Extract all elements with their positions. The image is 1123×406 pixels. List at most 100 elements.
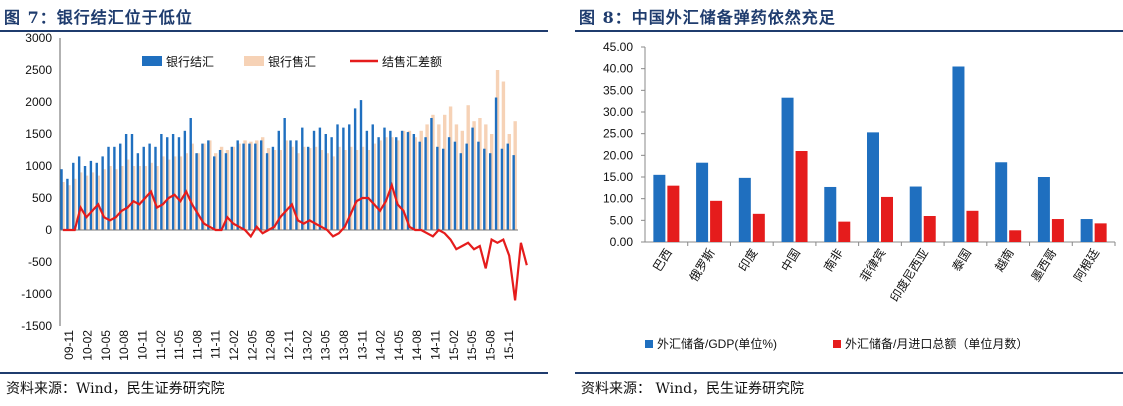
settlement-bar [318, 127, 322, 230]
sell-bar [225, 150, 230, 230]
settlement-bar [113, 146, 116, 230]
settlement-bar [95, 162, 98, 230]
sell-bar [102, 169, 106, 230]
y-tick-label: 2500 [25, 63, 52, 77]
settlement-bar [395, 137, 398, 230]
settlement-bar [207, 140, 210, 230]
x-tick-label: 13-08 [337, 330, 351, 361]
sell-bar [366, 150, 371, 230]
sell-bar [172, 156, 177, 230]
settlement-bar [177, 137, 181, 230]
settlement-bar [283, 118, 286, 230]
sell-bar [278, 150, 282, 230]
y-tick-label: 45.00 [603, 40, 633, 54]
sell-bar [396, 140, 400, 230]
category-label: 泰国 [949, 246, 974, 274]
category-label: 俄罗斯 [687, 246, 718, 284]
sell-bar [513, 121, 517, 230]
settlement-bar [465, 143, 468, 230]
sell-bar [73, 178, 77, 230]
sell-bar [231, 146, 236, 230]
y-tick-label: 500 [32, 191, 52, 205]
sell-bar [120, 166, 124, 230]
sell-bar [313, 146, 318, 230]
y-tick-label: 20.00 [603, 148, 633, 162]
x-tick-label: 11-05 [172, 330, 186, 360]
sell-bar [360, 146, 365, 230]
sell-bar [413, 137, 418, 230]
settlement-bar [330, 137, 333, 230]
reserves-gdp-bar [696, 162, 709, 242]
x-tick-label: 14-05 [392, 330, 406, 361]
sell-bar [155, 166, 159, 230]
sell-bar [208, 140, 212, 230]
y-tick-label: 1500 [25, 127, 52, 141]
sell-bar [84, 175, 89, 230]
settlement-bar [213, 156, 216, 230]
settlement-bar [101, 156, 104, 230]
settlement-bar [72, 162, 75, 230]
settlement-bar [160, 134, 163, 230]
reserves-import-bar [1051, 219, 1064, 242]
left-chart-source: 资料来源：Wind，民生证券研究院 [6, 381, 225, 397]
right-title-rule [575, 30, 1123, 32]
sell-bar [284, 140, 288, 230]
x-tick-label: 10-11 [135, 330, 149, 360]
sell-bar [425, 124, 429, 230]
reserves-gdp-bar [781, 97, 794, 242]
sell-bar [431, 114, 435, 230]
sell-bar [472, 121, 476, 230]
reserves-gdp-bar [952, 66, 965, 242]
settlement-bar [265, 153, 269, 230]
reserves-import-bar [1094, 223, 1107, 242]
settlement-bar [271, 146, 275, 230]
y-tick-label: 35.00 [603, 83, 633, 97]
sell-bar [302, 146, 306, 230]
settlement-bar [365, 130, 369, 230]
settlement-bar [254, 143, 257, 230]
settlement-bar [83, 166, 87, 230]
x-tick-label: 12-11 [282, 330, 296, 360]
sell-bar [489, 134, 494, 230]
sell-bar [372, 143, 376, 230]
y-tick-label: -1000 [21, 287, 52, 301]
settlement-bar [277, 130, 280, 230]
settlement-bar [189, 118, 192, 230]
settlement-bar [353, 108, 357, 230]
sell-bar [61, 182, 65, 230]
settlement-bar [471, 127, 474, 230]
x-tick-label: 15-02 [447, 330, 461, 361]
legend-gdp-label: 外汇储备/GDP(单位%) [657, 336, 777, 351]
sell-bar [384, 137, 388, 230]
sell-bar [237, 143, 241, 230]
settlement-bar [483, 148, 486, 230]
sell-bar [272, 150, 277, 230]
left-chart-panel: 图 7：银行结汇位于低位 3000 2500 2000 1500 1000 500 0 -50… [0, 0, 548, 406]
settlement-bar [477, 141, 480, 230]
settlement-bar [166, 137, 169, 230]
reserves-gdp-bar [909, 186, 922, 242]
settlement-bar [148, 143, 151, 230]
sell-bar [190, 143, 194, 230]
x-tick-label: 10-05 [99, 330, 113, 361]
right-source-rule [575, 372, 1123, 374]
sell-bar [331, 156, 335, 230]
sell-bar [243, 140, 247, 230]
sell-bar [90, 172, 95, 230]
legend-sell-swatch [244, 56, 264, 66]
x-tick-label: 12-08 [264, 330, 278, 361]
sell-bar [319, 150, 324, 230]
settlement-bar [195, 153, 198, 230]
reserves-import-bar [838, 221, 851, 242]
sell-bar [484, 124, 488, 230]
settlement-bar [442, 148, 445, 230]
settlement-bar [242, 143, 245, 230]
reserves-import-bar [710, 200, 723, 242]
settlement-bar [230, 146, 234, 230]
y-tick-label: 3000 [25, 31, 52, 45]
legend-import-swatch [833, 340, 841, 348]
y-tick-label: 0 [45, 223, 52, 237]
x-tick-label: 10-02 [80, 330, 94, 361]
category-label: 南非 [820, 246, 845, 274]
settlement-bar [89, 160, 93, 230]
